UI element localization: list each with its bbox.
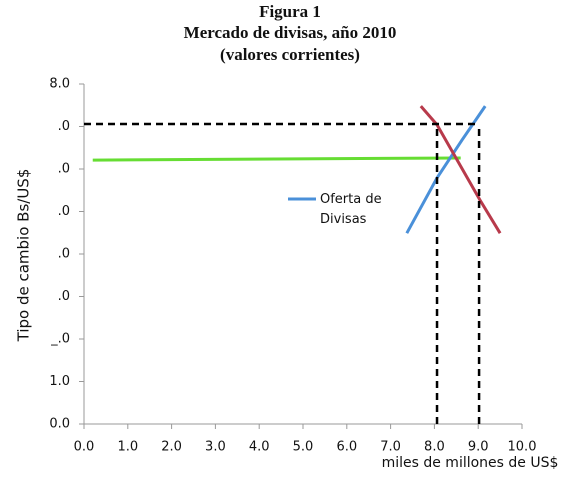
y-tick-label: _.0 xyxy=(50,332,70,347)
y-tick-label: 8.0 xyxy=(49,77,70,92)
y-tick-label: .0 xyxy=(58,289,70,304)
series-line xyxy=(92,156,461,162)
x-axis-label: miles de millones de US$ xyxy=(382,455,559,471)
y-tick-label: .0 xyxy=(58,204,70,219)
legend-label: Oferta de Divisas xyxy=(320,192,382,227)
y-axis-label: Tipo de cambio Bs/US$ xyxy=(15,169,33,343)
chart-title: Mercado de divisas, año 2010 xyxy=(184,23,397,42)
y-tick-label: 1.0 xyxy=(49,374,70,389)
y-tick-label: .0 xyxy=(58,119,70,134)
y-tick-label: .0 xyxy=(58,162,70,177)
x-tick-label: 6.0 xyxy=(336,440,357,455)
x-tick-label: 8.0 xyxy=(424,440,445,455)
chart-title: Figura 1 xyxy=(259,2,321,21)
chart-title: (valores corrientes) xyxy=(220,45,360,64)
y-tick-label: 0.0 xyxy=(49,417,70,432)
y-tick-label: .0 xyxy=(58,247,70,262)
x-tick-label: 0.0 xyxy=(74,440,95,455)
x-tick-label: 3.0 xyxy=(205,440,226,455)
x-tick-label: 9.0 xyxy=(468,440,489,455)
x-tick-label: 2.0 xyxy=(161,440,182,455)
x-tick-label: 10.0 xyxy=(508,440,537,455)
x-tick-label: 4.0 xyxy=(249,440,270,455)
series-line xyxy=(419,105,502,234)
x-tick-label: 1.0 xyxy=(117,440,138,455)
x-tick-label: 7.0 xyxy=(380,440,401,455)
x-tick-label: 5.0 xyxy=(293,440,314,455)
